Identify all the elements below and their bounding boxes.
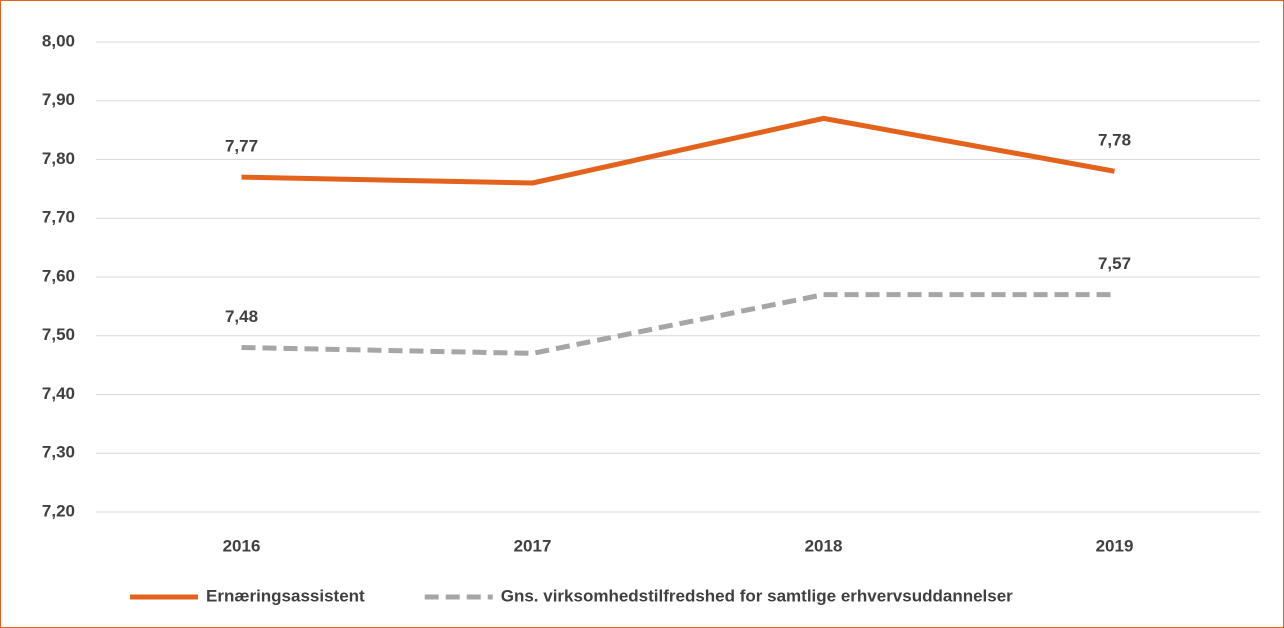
- y-tick-label: 8,00: [42, 31, 75, 50]
- series-line: [241, 115, 1115, 186]
- legend-label: Ernæringsassistent: [206, 586, 365, 605]
- x-tick-label: 2017: [514, 536, 552, 555]
- y-tick-label: 7,70: [42, 208, 75, 227]
- y-tick-label: 7,40: [42, 384, 75, 403]
- data-label: 7,77: [225, 137, 258, 156]
- x-tick-label: 2018: [805, 536, 843, 555]
- legend-label: Gns. virksomhedstilfredshed for samtlige…: [501, 586, 1013, 605]
- y-tick-label: 7,50: [42, 325, 75, 344]
- y-tick-label: 7,20: [42, 501, 75, 520]
- data-label: 7,78: [1098, 131, 1131, 150]
- x-tick-label: 2016: [223, 536, 261, 555]
- y-tick-label: 7,60: [42, 266, 75, 285]
- y-tick-label: 7,30: [42, 443, 75, 462]
- x-tick-label: 2019: [1096, 536, 1134, 555]
- data-label: 7,57: [1098, 254, 1131, 273]
- data-label: 7,48: [225, 307, 258, 326]
- y-tick-label: 7,90: [42, 90, 75, 109]
- y-tick-label: 7,80: [42, 149, 75, 168]
